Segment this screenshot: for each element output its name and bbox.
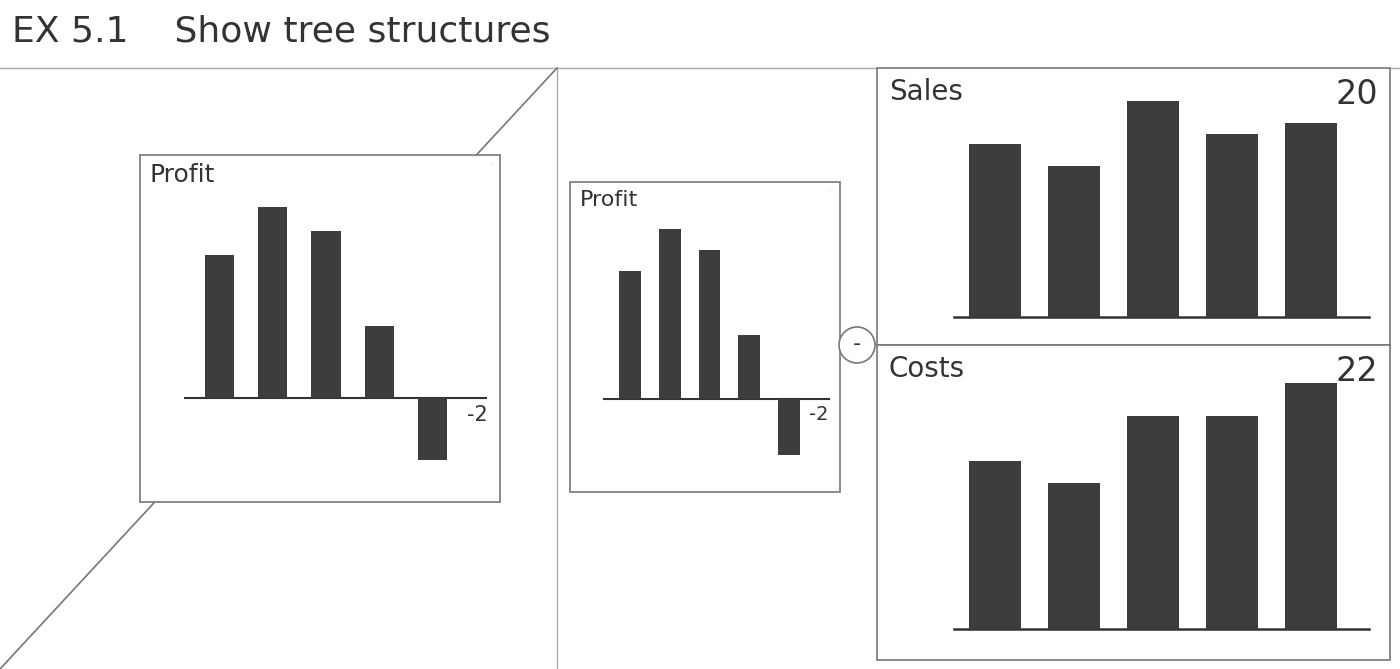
- Bar: [140, 155, 500, 502]
- Bar: [969, 461, 1021, 628]
- Bar: [1127, 101, 1179, 317]
- Text: Costs: Costs: [889, 355, 965, 383]
- Circle shape: [839, 327, 875, 363]
- Bar: [258, 207, 287, 398]
- Bar: [1049, 166, 1099, 317]
- Bar: [364, 326, 393, 398]
- Bar: [311, 231, 340, 398]
- Text: -2: -2: [809, 405, 827, 424]
- Bar: [876, 345, 1390, 660]
- Text: Profit: Profit: [580, 190, 638, 210]
- Text: 22: 22: [1336, 355, 1378, 388]
- Bar: [1285, 383, 1337, 628]
- Text: Sales: Sales: [889, 78, 963, 106]
- Bar: [969, 145, 1021, 317]
- Bar: [658, 229, 680, 399]
- Bar: [1207, 416, 1257, 628]
- Bar: [738, 335, 760, 399]
- Bar: [778, 399, 801, 455]
- Bar: [204, 255, 234, 398]
- Text: 20: 20: [1336, 78, 1378, 111]
- Text: EX 5.1    Show tree structures: EX 5.1 Show tree structures: [13, 15, 550, 49]
- Bar: [619, 271, 641, 399]
- Bar: [419, 398, 447, 460]
- Bar: [1127, 416, 1179, 628]
- Bar: [1207, 134, 1257, 317]
- Bar: [876, 68, 1390, 345]
- Text: Profit: Profit: [150, 163, 216, 187]
- Text: -: -: [853, 334, 861, 354]
- Bar: [699, 250, 721, 399]
- Bar: [570, 182, 840, 492]
- Bar: [1285, 123, 1337, 317]
- Bar: [1049, 483, 1099, 628]
- Text: -2: -2: [468, 405, 489, 425]
